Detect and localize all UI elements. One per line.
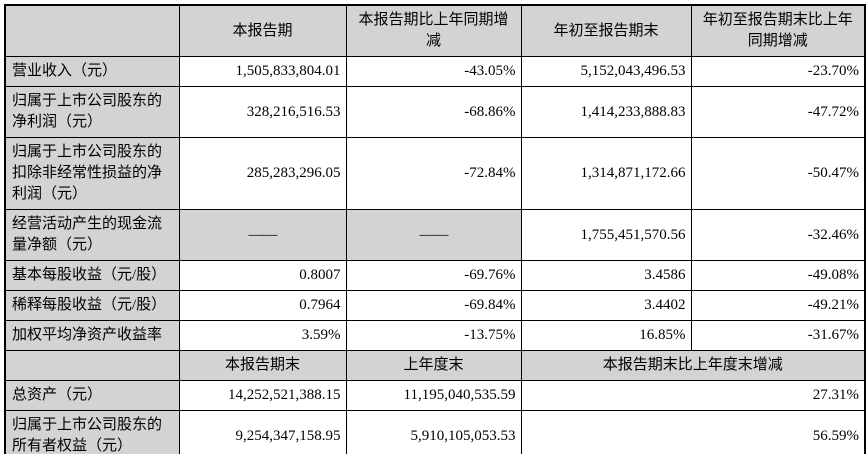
row-label-cell: 稀释每股收益（元/股） <box>4 290 180 321</box>
header-corner-cell <box>4 350 180 381</box>
value-cell: -68.86% <box>345 86 522 138</box>
value-cell: -43.05% <box>345 56 522 87</box>
value-cell: -50.47% <box>690 137 866 210</box>
table-row: 经营活动产生的现金流 量净额（元） —— —— 1,755,451,570.56 -32… <box>4 209 866 261</box>
value-cell: 5,152,043,496.53 <box>520 56 692 87</box>
value-cell: -69.76% <box>345 260 522 291</box>
row-label-cell: 归属于上市公司股东的 扣除非经常性损益的净 利润（元） <box>4 137 180 210</box>
value-cell: -47.72% <box>690 86 866 138</box>
row-label-cell: 总资产（元） <box>4 380 180 411</box>
table-row: 稀释每股收益（元/股） 0.7964 -69.84% 3.4402 -49.21% <box>4 290 866 321</box>
table-row: 归属于上市公司股东的 扣除非经常性损益的净 利润（元） 285,283,296.0… <box>4 137 866 210</box>
value-cell: 1,505,833,804.01 <box>178 56 347 87</box>
table-row: 营业收入（元） 1,505,833,804.01 -43.05% 5,152,043,… <box>4 56 866 87</box>
value-cell: -23.70% <box>690 56 866 87</box>
column-header-cell: 本报告期末 <box>178 350 347 381</box>
column-header-cell: 年初至报告期末比上年 同期增减 <box>690 4 866 57</box>
value-cell: 285,283,296.05 <box>178 137 347 210</box>
value-cell: -49.21% <box>690 290 866 321</box>
table-row: 总资产（元） 14,252,521,388.15 11,195,040,535.59… <box>4 380 866 411</box>
value-cell: 0.7964 <box>178 290 347 321</box>
column-header-cell: 年初至报告期末 <box>520 4 692 57</box>
value-cell: -13.75% <box>345 320 522 351</box>
value-cell: 16.85% <box>520 320 692 351</box>
row-label-cell: 加权平均净资产收益率 <box>4 320 180 351</box>
value-cell: 56.59% <box>520 410 866 454</box>
column-header-cell: 上年度末 <box>345 350 522 381</box>
row-label-cell: 归属于上市公司股东的 所有者权益（元） <box>4 410 180 454</box>
value-cell: -49.08% <box>690 260 866 291</box>
row-label-cell: 营业收入（元） <box>4 56 180 87</box>
table-row: 归属于上市公司股东的 净利润（元） 328,216,516.53 -68.86% 1,… <box>4 86 866 138</box>
value-cell: 1,314,871,172.66 <box>520 137 692 210</box>
value-cell: 27.31% <box>520 380 866 411</box>
value-cell: 1,755,451,570.56 <box>520 209 692 261</box>
not-applicable-dash-cell: —— <box>178 209 347 261</box>
column-header-cell: 本报告期 <box>178 4 347 57</box>
financial-summary-table-body: 本报告期 本报告期比上年同期增 减年初至报告期末 年初至报告期末比上年 同期增减 营业… <box>4 4 866 454</box>
value-cell: 3.59% <box>178 320 347 351</box>
value-cell: 328,216,516.53 <box>178 86 347 138</box>
value-cell: 3.4586 <box>520 260 692 291</box>
table-row: 加权平均净资产收益率 3.59% -13.75% 16.85% -31.67% <box>4 320 866 351</box>
value-cell: -69.84% <box>345 290 522 321</box>
row-label-cell: 基本每股收益（元/股） <box>4 260 180 291</box>
not-applicable-dash-cell: —— <box>345 209 522 261</box>
value-cell: 3.4402 <box>520 290 692 321</box>
header-row: 本报告期末 上年度末 本报告期末比上年度末增减 <box>4 350 866 381</box>
value-cell: 0.8007 <box>178 260 347 291</box>
value-cell: 9,254,347,158.95 <box>178 410 347 454</box>
value-cell: -32.46% <box>690 209 866 261</box>
value-cell: -31.67% <box>690 320 866 351</box>
column-header-cell: 本报告期比上年同期增 减 <box>345 4 522 57</box>
column-header-cell: 本报告期末比上年度末增减 <box>520 350 866 381</box>
value-cell: 14,252,521,388.15 <box>178 380 347 411</box>
value-cell: 1,414,233,888.83 <box>520 86 692 138</box>
header-row: 本报告期 本报告期比上年同期增 减年初至报告期末 年初至报告期末比上年 同期增减 <box>4 4 866 57</box>
value-cell: 5,910,105,053.53 <box>345 410 522 454</box>
financial-summary-table: 本报告期 本报告期比上年同期增 减年初至报告期末 年初至报告期末比上年 同期增减 营业… <box>4 4 866 454</box>
table-row: 基本每股收益（元/股） 0.8007 -69.76% 3.4586 -49.08% <box>4 260 866 291</box>
table-row: 归属于上市公司股东的 所有者权益（元） 9,254,347,158.95 5,910… <box>4 410 866 454</box>
header-corner-cell <box>4 4 180 57</box>
value-cell: -72.84% <box>345 137 522 210</box>
row-label-cell: 归属于上市公司股东的 净利润（元） <box>4 86 180 138</box>
value-cell: 11,195,040,535.59 <box>345 380 522 411</box>
row-label-cell: 经营活动产生的现金流 量净额（元） <box>4 209 180 261</box>
